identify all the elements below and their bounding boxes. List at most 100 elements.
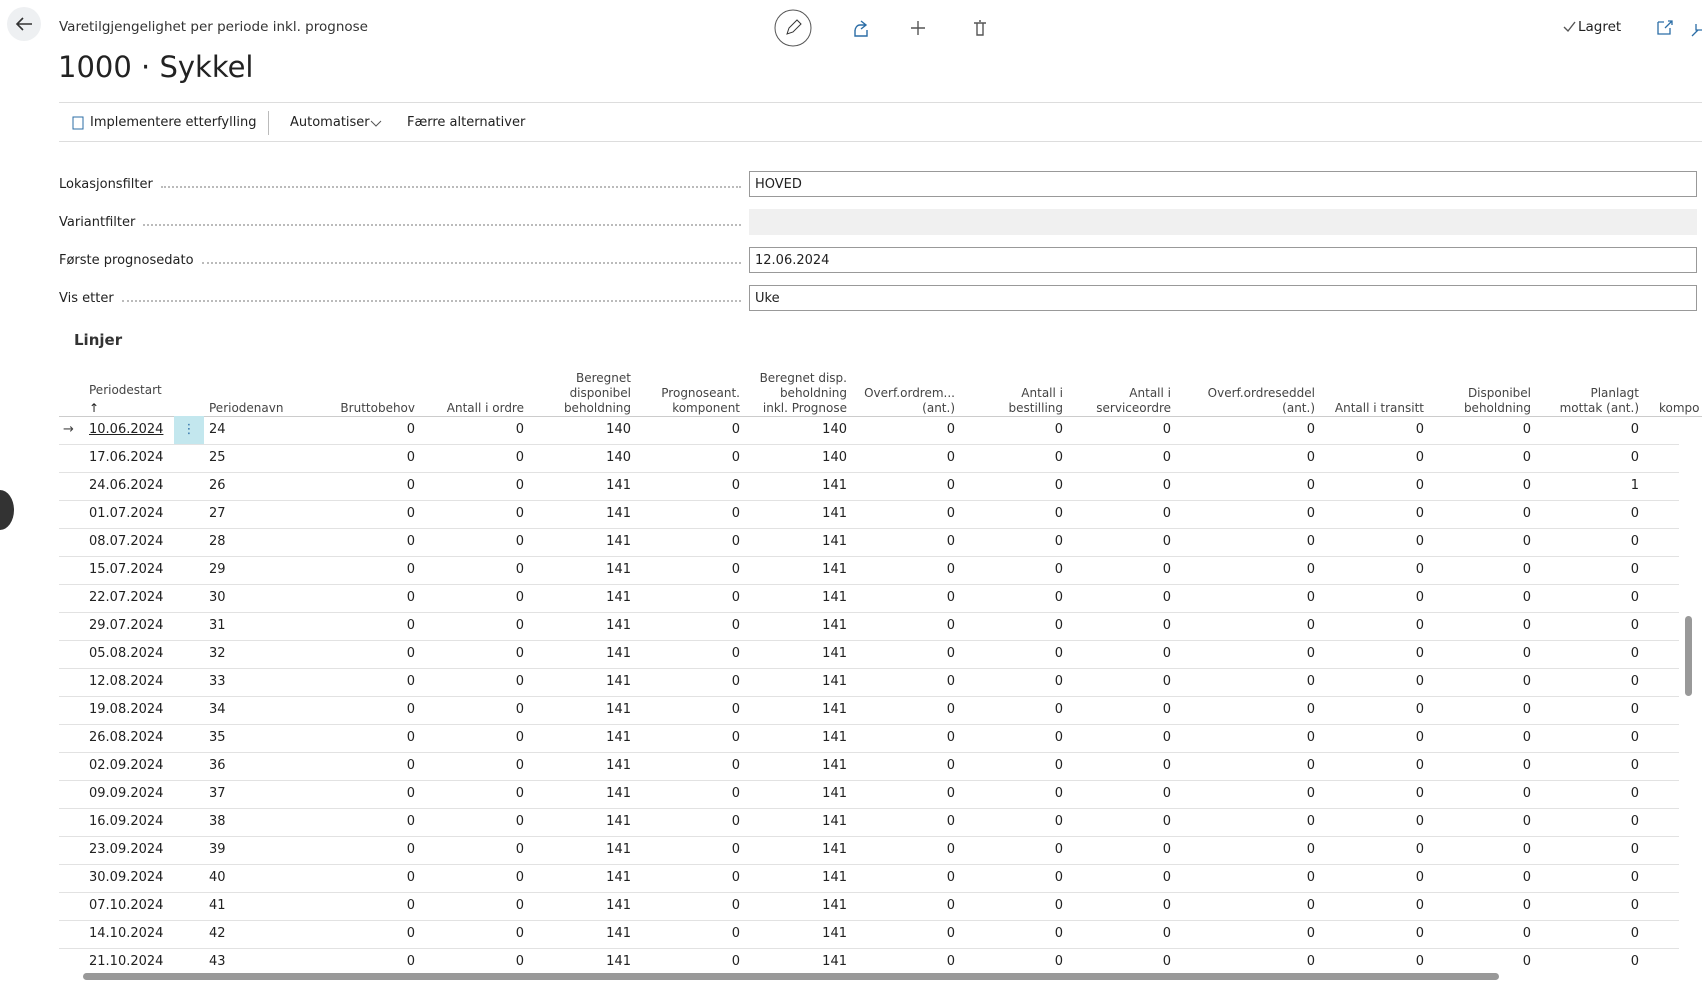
table-cell: 0 [515,506,524,521]
column-header[interactable]: Antall i transitt [1334,401,1424,415]
table-cell: 39 [209,842,226,857]
table-cell: 0 [1162,870,1171,885]
table-cell: 33 [209,674,226,689]
table-cell: 0 [1415,926,1424,941]
column-header[interactable]: Overf.ordreseddel (ant.) [1207,386,1315,415]
table-cell: 0 [406,478,415,493]
table-cell: 0 [731,506,740,521]
table-cell: 0 [515,534,524,549]
row-menu[interactable]: ⋮ [174,416,204,444]
h-scrollbar[interactable] [59,967,1702,990]
period-start[interactable]: 14.10.2024 [89,926,164,941]
column-header[interactable]: Disponibel beholdning [1463,386,1531,415]
column-header[interactable]: Antall i serviceordre [1096,386,1171,415]
table-cell: 0 [1162,954,1171,969]
column-header[interactable]: Periodestart [89,383,162,397]
period-start[interactable]: 29.07.2024 [89,618,164,633]
period-start[interactable]: 21.10.2024 [89,954,164,969]
column-header[interactable]: Planlagt mottak (ant.) [1559,386,1639,415]
table-cell: 0 [515,702,524,717]
period-start[interactable]: 08.07.2024 [89,534,164,549]
table-cell: 0 [1522,758,1531,773]
table-cell: 0 [406,898,415,913]
row-indicator: → [63,422,74,437]
table-cell: 0 [1522,814,1531,829]
table-cell: 0 [1415,590,1424,605]
field-label: Vis etter [59,290,114,306]
action-button[interactable]: Automatiser [290,115,370,130]
table-cell: 0 [731,758,740,773]
delete-button[interactable] [974,20,986,36]
table-cell: 0 [1522,730,1531,745]
field-input[interactable]: HOVED [749,171,1697,197]
period-start[interactable]: 19.08.2024 [89,702,164,717]
action-button[interactable]: Implementere etterfylling [90,115,257,130]
table-cell: 0 [406,954,415,969]
action-button[interactable]: Færre alternativer [407,115,526,130]
period-start[interactable]: 10.06.2024 [89,422,164,437]
back-button[interactable] [6,6,42,42]
table-cell: 0 [946,506,955,521]
table-cell: 0 [1054,590,1063,605]
column-header[interactable]: Beregnet disponibel beholdning [563,371,631,415]
period-start[interactable]: 05.08.2024 [89,646,164,661]
period-start[interactable]: 07.10.2024 [89,898,164,913]
table-cell: 0 [731,730,740,745]
field-input[interactable]: 12.06.2024 [749,247,1697,273]
period-start[interactable]: 12.08.2024 [89,674,164,689]
period-start[interactable]: 23.09.2024 [89,842,164,857]
share-button[interactable] [854,20,868,37]
period-start[interactable]: 17.06.2024 [89,450,164,465]
column-header[interactable]: Bruttobehov [340,401,415,415]
row-border [59,668,1679,669]
column-header[interactable]: Antall i bestilling [1008,386,1063,415]
column-header[interactable]: Prognoseant. komponent [661,386,740,415]
v-scrollbar[interactable] [1685,616,1692,696]
table-cell: 140 [606,450,631,465]
table-cell: 141 [822,506,847,521]
table-cell: 0 [406,562,415,577]
table-cell: 0 [1162,926,1171,941]
column-header[interactable]: Antall i ordre [446,401,524,415]
period-start[interactable]: 30.09.2024 [89,870,164,885]
table-cell: 0 [1306,954,1315,969]
period-start[interactable]: 26.08.2024 [89,730,164,745]
edit-button[interactable] [774,9,812,47]
window-buttons[interactable] [1656,18,1702,38]
separator [268,111,269,135]
period-start[interactable]: 16.09.2024 [89,814,164,829]
new-button[interactable] [911,21,925,35]
table-cell: 0 [1162,758,1171,773]
table-cell: 0 [1630,674,1639,689]
column-header[interactable]: Overf.ordrem... (ant.) [864,386,955,415]
table-cell: 0 [515,758,524,773]
period-start[interactable]: 02.09.2024 [89,758,164,773]
toolbar [774,9,986,47]
period-start[interactable]: 01.07.2024 [89,506,164,521]
side-handle[interactable] [0,490,14,530]
period-start[interactable]: 15.07.2024 [89,562,164,577]
table-cell: 141 [606,954,631,969]
divider [59,102,1702,103]
period-start[interactable]: 24.06.2024 [89,478,164,493]
row-border [59,948,1679,949]
table-cell: 0 [515,870,524,885]
table-cell: 0 [1306,730,1315,745]
table-cell: 0 [1415,618,1424,633]
table-cell: 0 [406,870,415,885]
period-start[interactable]: 09.09.2024 [89,786,164,801]
row-border [59,864,1679,865]
period-start[interactable]: 22.07.2024 [89,590,164,605]
table-cell: 0 [1054,758,1063,773]
table-cell: 0 [406,702,415,717]
table-cell: 0 [1162,618,1171,633]
table-cell: 0 [1162,478,1171,493]
column-header[interactable]: Periodenavn [209,401,284,415]
table-cell: 0 [1630,842,1639,857]
table-cell: 0 [1054,702,1063,717]
column-header[interactable]: Beregnet disp. beholdning inkl. Prognose [759,371,847,415]
table-cell: 0 [1415,842,1424,857]
field-input[interactable]: Uke [749,285,1697,311]
column-header[interactable]: kompo [1659,401,1700,415]
table-cell: 25 [209,450,226,465]
